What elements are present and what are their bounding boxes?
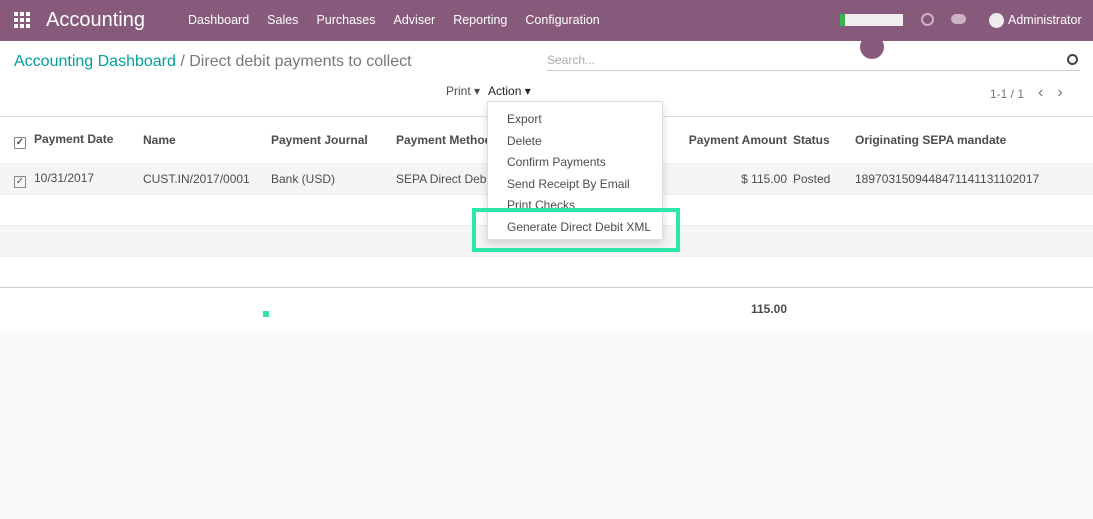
action-button[interactable]: Action ▾ [488,84,531,98]
highlight-box [472,208,680,252]
menu-reporting[interactable]: Reporting [453,13,508,27]
avatar[interactable] [989,13,1004,28]
print-button[interactable]: Print ▾ [446,84,481,98]
col-status[interactable]: Status [793,133,830,147]
cell-date: 10/31/2017 [34,170,95,185]
col-journal[interactable]: Payment Journal [271,133,368,147]
pager: 1-1 / 1 ‹ › [990,84,1063,102]
pager-next-icon[interactable]: › [1057,84,1063,101]
col-method[interactable]: Payment Method [396,133,493,147]
progress-bar [840,14,903,26]
select-all-checkbox[interactable]: ✓ [14,136,26,149]
apps-grid-icon[interactable] [14,12,30,28]
empty-row [0,256,1093,288]
col-mandate[interactable]: Originating SEPA mandate [855,133,1007,147]
menu-purchases[interactable]: Purchases [316,13,376,27]
action-dropdown-menu: Export Delete Confirm Payments Send Rece… [487,101,663,240]
breadcrumb-parent[interactable]: Accounting Dashboard [14,53,176,70]
cell-name: CUST.IN/2017/0001 [143,163,271,195]
menu-sales[interactable]: Sales [267,13,299,27]
user-menu[interactable]: Administrator [1008,13,1082,27]
chat-icon[interactable] [951,14,966,24]
menu-configuration[interactable]: Configuration [525,13,600,27]
menu-item-confirm-payments[interactable]: Confirm Payments [507,155,606,169]
cell-status: Posted [793,163,855,195]
menu-item-send-receipt[interactable]: Send Receipt By Email [507,176,630,191]
clock-icon[interactable] [921,13,934,26]
table-header: ✓ Payment Date Name Payment Journal Payme… [0,117,1093,164]
cell-journal: Bank (USD) [271,163,396,195]
cell-mandate: 1897031509448471141131102017 [855,163,1093,195]
row-checkbox[interactable]: ✓ [14,175,26,188]
marker [263,311,269,317]
cursor-indicator [860,35,884,59]
menu-item-export[interactable]: Export [507,112,542,126]
total-amount: 115.00 [581,287,793,331]
col-payment-date[interactable]: Payment Date [34,131,114,146]
pager-value[interactable]: 1-1 / 1 [990,87,1025,101]
table-footer: 115.00 [0,287,1093,331]
top-navbar: Accounting Dashboard Sales Purchases Adv… [0,0,1093,41]
menu-dashboard[interactable]: Dashboard [188,13,250,27]
menu-item-generate-direct-debit-xml[interactable]: Generate Direct Debit XML [507,219,652,234]
col-amount[interactable]: Payment Amount [688,133,787,147]
col-name[interactable]: Name [143,133,176,147]
breadcrumb-separator: / [180,53,185,70]
pager-prev-icon[interactable]: ‹ [1038,84,1044,101]
search-placeholder: Search... [547,53,596,67]
breadcrumb: Accounting Dashboard / Direct debit paym… [14,53,412,71]
breadcrumb-current: Direct debit payments to collect [189,53,412,70]
menu-adviser[interactable]: Adviser [393,13,436,27]
app-title: Accounting [46,9,145,31]
search-icon[interactable] [1067,54,1078,65]
search-input[interactable]: Search... [547,50,1080,71]
menu-item-delete[interactable]: Delete [507,133,542,148]
